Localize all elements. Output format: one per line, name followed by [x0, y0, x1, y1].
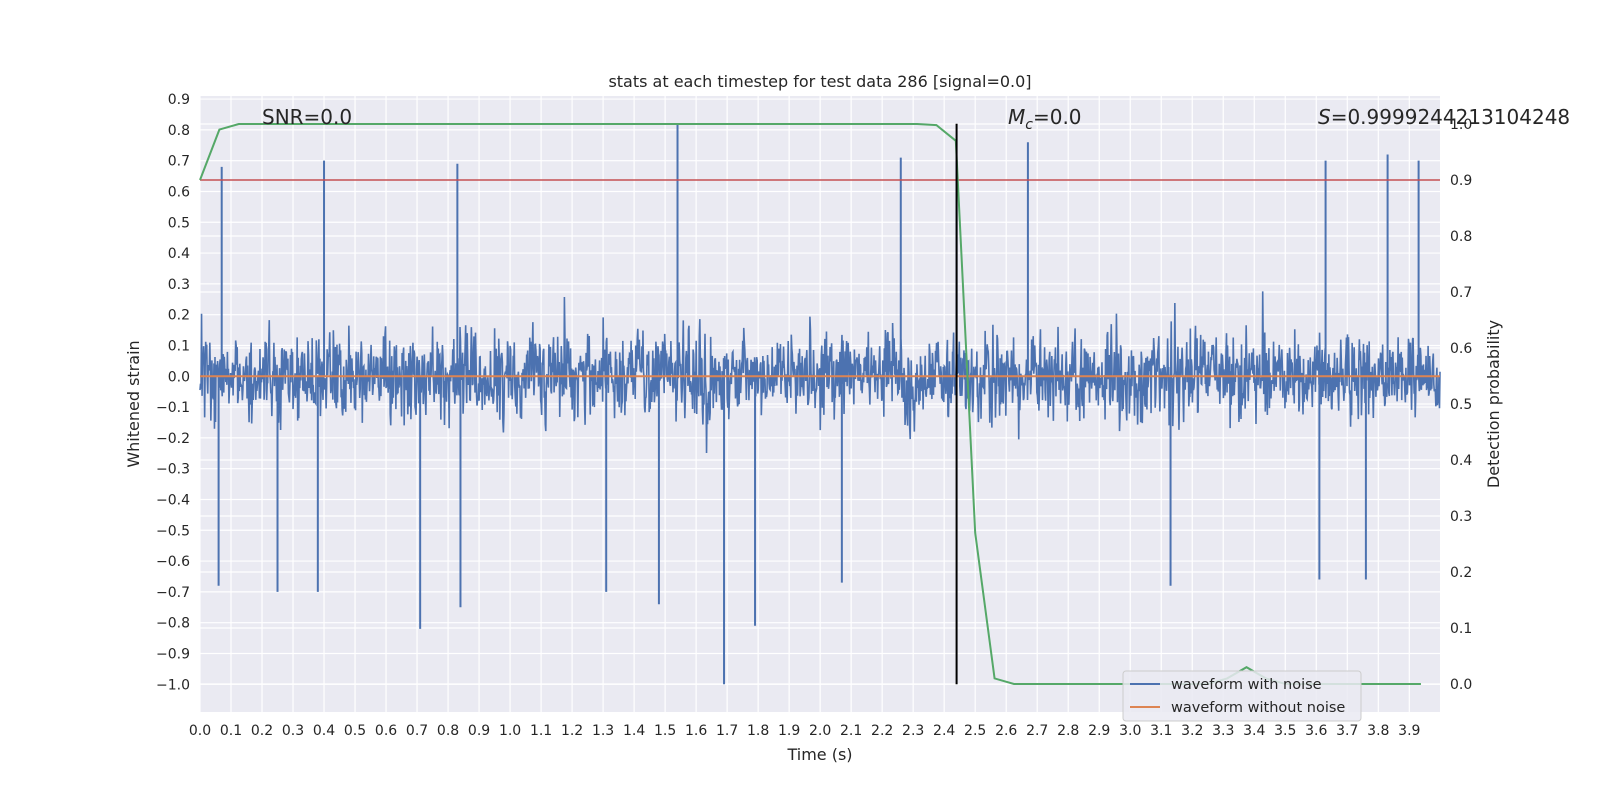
y-tick-label: −0.2 [156, 431, 190, 447]
grid [199, 96, 1440, 712]
x-tick-label: 0.6 [375, 723, 397, 739]
x-tick-label: 3.5 [1274, 723, 1296, 739]
mc-symbol: M [1008, 105, 1025, 129]
x-tick-label: 3.9 [1398, 723, 1420, 739]
x-tick-label: 1.6 [685, 723, 707, 739]
series-waveform-with-noise [199, 123, 1441, 685]
x-axis-ticks: 0.0 0.1 0.2 0.3 0.4 0.5 0.6 0.7 0.8 0.9 1.0 1.1 1.2 1… [189, 723, 1421, 739]
s-symbol: S [1318, 105, 1331, 129]
snr-annotation: SNR=0.0 [262, 105, 352, 129]
chart-title: stats at each timestep for test data 286… [608, 72, 1031, 91]
noise-trace [199, 291, 1441, 454]
x-tick-label: 3.4 [1243, 723, 1265, 739]
s-annotation: S=0.9999244213104248 [1318, 105, 1570, 129]
legend-box [1122, 670, 1362, 722]
y-tick-label: −0.3 [156, 462, 190, 478]
y-axis-right-ticks: 1.0 0.9 0.8 0.7 0.6 0.5 0.4 0.3 0.2 0.1 0.0 [1450, 117, 1472, 693]
legend: waveform with noise waveform without noi… [1122, 670, 1362, 722]
y-tick-label: 0.3 [168, 277, 190, 293]
x-tick-label: 3.0 [1119, 723, 1141, 739]
y-axis-ticks: 0.9 0.8 0.7 0.6 0.5 0.4 0.3 0.2 0.1 0.0 −0.1 −0.2 −0… [156, 92, 190, 693]
y-tick-label: −1.0 [156, 677, 190, 693]
x-tick-label: 0.9 [468, 723, 490, 739]
x-tick-label: 2.4 [933, 723, 955, 739]
x-tick-label: 1.3 [592, 723, 614, 739]
y-axis-right-label: Detection probability [1484, 320, 1503, 488]
legend-entry-clean: waveform without noise [1171, 700, 1345, 716]
mc-value: =0.0 [1033, 105, 1082, 129]
y-right-tick-label: 0.5 [1450, 397, 1472, 413]
mc-subscript: c [1025, 117, 1033, 133]
x-tick-label: 1.2 [561, 723, 583, 739]
x-tick-label: 0.7 [406, 723, 428, 739]
y-right-tick-label: 0.4 [1450, 453, 1472, 469]
y-tick-label: −0.5 [156, 523, 190, 539]
s-value: =0.9999244213104248 [1331, 105, 1570, 129]
x-tick-label: 0.2 [251, 723, 273, 739]
x-tick-label: 1.0 [499, 723, 521, 739]
x-tick-label: 2.1 [840, 723, 862, 739]
mc-annotation: Mc=0.0 [1008, 105, 1082, 133]
x-tick-label: 0.8 [437, 723, 459, 739]
y-tick-label: −0.9 [156, 646, 190, 662]
x-tick-label: 3.6 [1305, 723, 1327, 739]
y-tick-label: 0.4 [168, 246, 190, 262]
legend-entry-noise: waveform with noise [1171, 677, 1322, 693]
x-tick-label: 1.1 [530, 723, 552, 739]
y-tick-label: 0.9 [168, 92, 190, 108]
x-tick-label: 3.1 [1150, 723, 1172, 739]
y-tick-label: −0.1 [156, 400, 190, 416]
x-tick-label: 1.5 [654, 723, 676, 739]
x-tick-label: 2.2 [871, 723, 893, 739]
y-right-tick-label: 0.6 [1450, 341, 1472, 357]
x-tick-label: 2.3 [902, 723, 924, 739]
y-tick-label: 0.1 [168, 338, 190, 354]
y-axis-label: Whitened strain [124, 340, 143, 467]
y-tick-label: 0.2 [168, 308, 190, 324]
x-tick-label: 0.0 [189, 723, 211, 739]
x-tick-label: 2.6 [995, 723, 1017, 739]
y-right-tick-label: 0.8 [1450, 229, 1472, 245]
y-tick-label: 0.0 [168, 369, 190, 385]
x-tick-label: 0.1 [220, 723, 242, 739]
x-tick-label: 2.0 [809, 723, 831, 739]
x-tick-label: 2.7 [1026, 723, 1048, 739]
x-tick-label: 3.2 [1181, 723, 1203, 739]
x-tick-label: 1.7 [716, 723, 738, 739]
x-tick-label: 3.8 [1367, 723, 1389, 739]
x-tick-label: 1.9 [778, 723, 800, 739]
y-tick-label: 0.7 [168, 154, 190, 170]
x-tick-label: 0.4 [313, 723, 335, 739]
x-tick-label: 1.4 [623, 723, 645, 739]
x-tick-label: 0.3 [282, 723, 304, 739]
y-tick-label: 0.8 [168, 123, 190, 139]
y-right-tick-label: 0.7 [1450, 285, 1472, 301]
y-right-tick-label: 0.1 [1450, 621, 1472, 637]
x-tick-label: 3.3 [1212, 723, 1234, 739]
x-tick-label: 3.7 [1336, 723, 1358, 739]
x-axis-label: Time (s) [786, 745, 852, 764]
y-right-tick-label: 0.3 [1450, 509, 1472, 525]
x-tick-label: 2.5 [964, 723, 986, 739]
y-tick-label: −0.6 [156, 554, 190, 570]
y-tick-label: −0.4 [156, 492, 190, 508]
x-tick-label: 0.5 [344, 723, 366, 739]
y-right-tick-label: 0.9 [1450, 173, 1472, 189]
y-right-tick-label: 0.2 [1450, 565, 1472, 581]
y-tick-label: 0.5 [168, 215, 190, 231]
y-tick-label: 0.6 [168, 184, 190, 200]
y-right-tick-label: 1.0 [1450, 117, 1472, 133]
y-tick-label: −0.8 [156, 616, 190, 632]
y-right-tick-label: 0.0 [1450, 677, 1472, 693]
x-tick-label: 2.9 [1088, 723, 1110, 739]
y-tick-label: −0.7 [156, 585, 190, 601]
x-tick-label: 1.8 [747, 723, 769, 739]
x-tick-label: 2.8 [1057, 723, 1079, 739]
